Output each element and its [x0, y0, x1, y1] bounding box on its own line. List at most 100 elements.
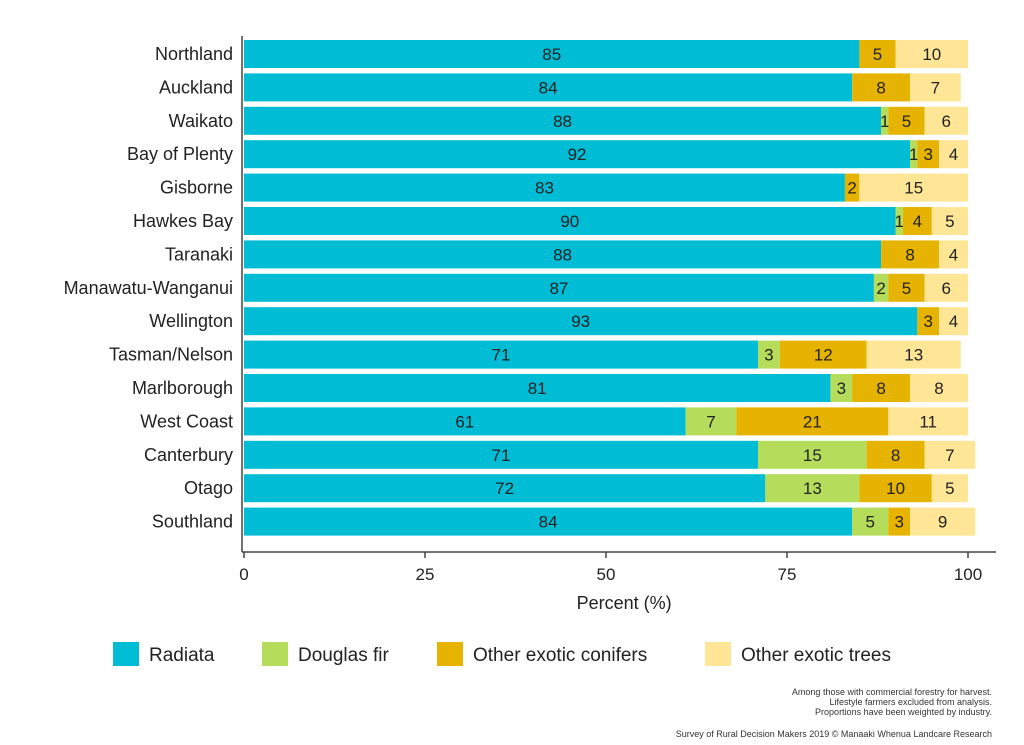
- bar-douglas-fir-waikato: [881, 106, 889, 135]
- legend-label-radiata: Radiata: [149, 645, 215, 666]
- data-label-other-exotic-trees-hawkes-bay: 5: [945, 212, 954, 231]
- bar-douglas-fir-west-coast: [685, 407, 737, 436]
- legend-swatch-douglas-fir: [262, 642, 288, 666]
- category-label-bay-of-plenty: Bay of Plenty: [127, 144, 233, 164]
- data-label-other-exotic-conifers-gisborne: 2: [847, 179, 856, 198]
- category-labels: Northland Auckland Waikato Bay of Plenty Gis…: [64, 44, 233, 532]
- data-label-other-exotic-trees-marlborough: 8: [934, 379, 943, 398]
- data-label-douglas-fir-waikato: 1: [880, 112, 889, 131]
- data-label-radiata-otago: 72: [495, 479, 514, 498]
- data-label-radiata-northland: 85: [542, 45, 561, 64]
- bar-douglas-fir-marlborough: [830, 374, 853, 402]
- bar-douglas-fir-canterbury: [758, 440, 867, 469]
- data-label-other-exotic-trees-west-coast: 11: [919, 412, 937, 431]
- category-label-manawatu-wanganui: Manawatu-Wanganui: [64, 278, 233, 298]
- bar-other-exotic-conifers-taranaki: [881, 240, 940, 269]
- bar-douglas-fir-tasman-nelson: [758, 340, 780, 369]
- data-label-other-exotic-trees-southland: 9: [938, 513, 947, 532]
- bar-douglas-fir-hawkes-bay: [895, 207, 903, 235]
- data-label-other-exotic-trees-northland: 10: [922, 45, 941, 64]
- x-axis-title: Percent (%): [577, 593, 672, 613]
- bar-other-exotic-conifers-northland: [859, 40, 896, 68]
- bar-other-exotic-trees-auckland: [910, 73, 961, 102]
- bar-other-exotic-conifers-hawkes-bay: [902, 207, 932, 235]
- bar-other-exotic-trees-gisborne: [859, 173, 968, 202]
- x-tick-label-0: 0: [239, 565, 248, 584]
- bar-radiata-bay-of-plenty: [244, 140, 911, 169]
- legend: Radiata Douglas fir Other exotic conifers O…: [113, 642, 891, 666]
- data-label-radiata-gisborne: 83: [535, 179, 554, 198]
- category-label-taranaki: Taranaki: [165, 244, 233, 264]
- data-label-other-exotic-conifers-manawatu-wanganui: 5: [902, 279, 911, 298]
- data-label-radiata-canterbury: 71: [492, 446, 511, 465]
- bar-other-exotic-conifers-southland: [888, 507, 911, 536]
- data-label-radiata-auckland: 84: [539, 78, 558, 97]
- data-label-other-exotic-conifers-taranaki: 8: [905, 245, 914, 264]
- bar-radiata-west-coast: [244, 407, 686, 436]
- bar-radiata-wellington: [244, 307, 918, 336]
- bar-other-exotic-conifers-wellington: [917, 307, 940, 336]
- bar-other-exotic-conifers-west-coast: [736, 407, 889, 436]
- x-tick-label-50: 50: [597, 565, 616, 584]
- legend-swatch-other-exotic-conifers: [437, 642, 463, 666]
- data-label-other-exotic-trees-canterbury: 7: [945, 446, 954, 465]
- data-label-other-exotic-trees-waikato: 6: [942, 112, 951, 131]
- data-label-other-exotic-trees-bay-of-plenty: 4: [949, 145, 958, 164]
- bar-other-exotic-conifers-gisborne: [844, 173, 860, 202]
- bar-douglas-fir-manawatu-wanganui: [873, 273, 889, 302]
- category-label-gisborne: Gisborne: [160, 178, 233, 198]
- bar-douglas-fir-bay-of-plenty: [910, 140, 918, 169]
- data-label-other-exotic-conifers-waikato: 5: [902, 112, 911, 131]
- bar-radiata-taranaki: [244, 240, 882, 269]
- bar-other-exotic-trees-canterbury: [924, 440, 976, 469]
- bar-radiata-otago: [244, 474, 766, 503]
- bar-radiata-northland: [244, 40, 860, 68]
- category-label-southland: Southland: [152, 512, 233, 532]
- bar-other-exotic-conifers-marlborough: [852, 374, 911, 402]
- bar-other-exotic-trees-hawkes-bay: [931, 207, 968, 235]
- bar-other-exotic-trees-waikato: [924, 106, 968, 135]
- data-label-douglas-fir-canterbury: 15: [803, 446, 822, 465]
- x-tick-label-25: 25: [416, 565, 435, 584]
- data-label-other-exotic-conifers-canterbury: 8: [891, 446, 900, 465]
- category-label-west-coast: West Coast: [140, 411, 233, 431]
- data-label-other-exotic-trees-tasman-nelson: 13: [904, 346, 923, 365]
- source-caption: Survey of Rural Decision Makers 2019 © M…: [676, 729, 992, 739]
- bar-other-exotic-trees-manawatu-wanganui: [924, 273, 968, 302]
- data-label-other-exotic-trees-taranaki: 4: [949, 245, 958, 264]
- bar-other-exotic-conifers-otago: [859, 474, 932, 503]
- chart-notes: Among those with commercial forestry for…: [792, 687, 992, 717]
- category-label-auckland: Auckland: [159, 77, 233, 97]
- data-label-radiata-west-coast: 61: [455, 412, 474, 431]
- data-label-radiata-waikato: 88: [553, 112, 572, 131]
- bar-other-exotic-conifers-bay-of-plenty: [917, 140, 940, 169]
- x-tick-label-75: 75: [778, 565, 797, 584]
- data-label-radiata-hawkes-bay: 90: [560, 212, 579, 231]
- data-label-other-exotic-conifers-bay-of-plenty: 3: [923, 145, 932, 164]
- data-label-douglas-fir-west-coast: 7: [706, 412, 715, 431]
- category-label-otago: Otago: [184, 478, 233, 498]
- bar-radiata-marlborough: [244, 374, 831, 402]
- data-label-other-exotic-trees-manawatu-wanganui: 6: [942, 279, 951, 298]
- bar-douglas-fir-otago: [765, 474, 860, 503]
- legend-swatch-radiata: [113, 642, 139, 666]
- data-label-douglas-fir-marlborough: 3: [837, 379, 846, 398]
- bar-other-exotic-conifers-canterbury: [866, 440, 925, 469]
- bar-other-exotic-conifers-waikato: [888, 106, 925, 135]
- data-label-other-exotic-conifers-wellington: 3: [923, 312, 932, 331]
- category-label-wellington: Wellington: [149, 311, 233, 331]
- data-label-douglas-fir-bay-of-plenty: 1: [909, 145, 918, 164]
- data-label-other-exotic-conifers-marlborough: 8: [876, 379, 885, 398]
- data-label-douglas-fir-otago: 13: [803, 479, 822, 498]
- data-label-radiata-taranaki: 88: [553, 245, 572, 264]
- data-label-other-exotic-conifers-west-coast: 21: [803, 412, 822, 431]
- x-tick-label-100: 100: [954, 565, 982, 584]
- data-label-radiata-tasman-nelson: 71: [492, 346, 511, 365]
- category-label-waikato: Waikato: [169, 111, 233, 131]
- data-label-other-exotic-conifers-hawkes-bay: 4: [913, 212, 922, 231]
- bar-other-exotic-trees-marlborough: [910, 374, 968, 402]
- note-line: Proportions have been weighted by indust…: [815, 707, 992, 717]
- bar-radiata-gisborne: [244, 173, 845, 202]
- bar-other-exotic-trees-northland: [895, 40, 968, 68]
